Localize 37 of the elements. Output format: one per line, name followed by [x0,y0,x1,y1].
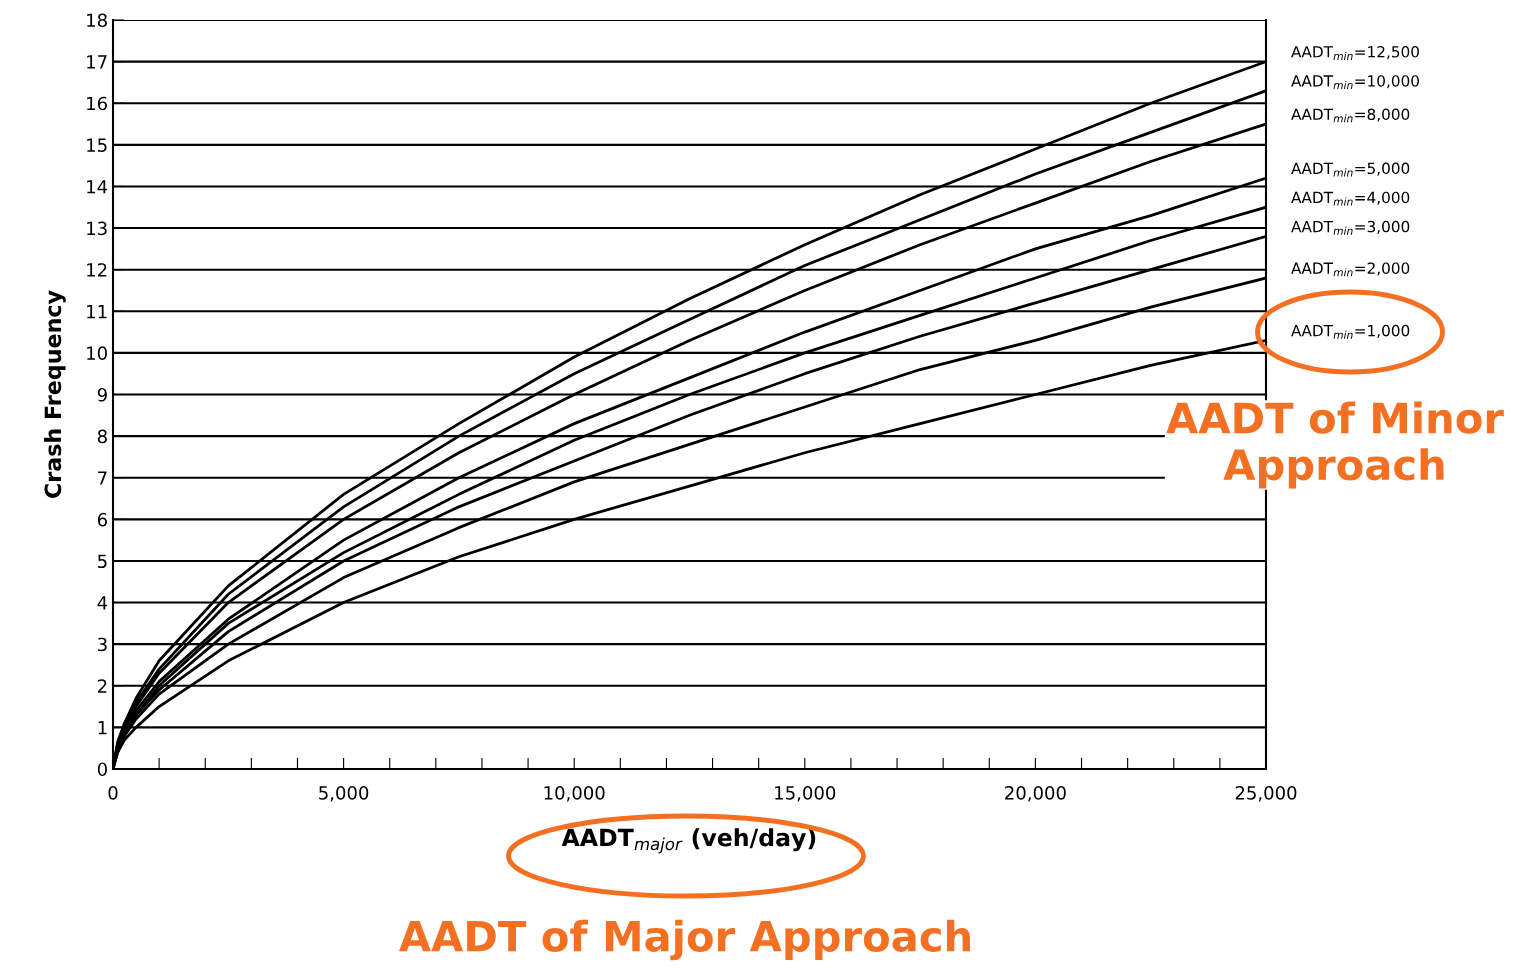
y-tick-label: 7 [98,471,107,485]
series-label: AADT$_{min}$=5,000 [1291,162,1410,177]
y-tick-label: 2 [97,679,107,693]
x-tick-label: 5,000 [319,785,369,802]
y-tick-label: 13 [87,221,107,236]
series-label: AADT$_{min}$=3,000 [1291,220,1410,235]
y-tick-label: 16 [87,96,107,111]
y-tick-label: 0 [97,762,107,777]
y-tick-label: 1 [98,721,107,735]
series-label: AADT$_{min}$=12,500 [1291,46,1419,60]
x-tick-label: 25,000 [1235,785,1297,802]
y-axis-title: Crash Frequency [44,290,66,498]
y-tick-label: 15 [87,138,107,152]
y-tick-label: 11 [87,304,107,319]
text: AADT of Major Approach [399,919,970,961]
series-label: AADT$_{min}$=8,000 [1291,108,1410,123]
y-tick-label: 12 [87,263,107,277]
y-tick-label: 5 [98,554,107,569]
annotation: AADT of Minor Approach [1166,401,1504,489]
series-label: AADT$_{min}$=4,000 [1291,191,1410,206]
x-tick-label: 0 [108,785,118,800]
y-tick-label: 9 [97,387,107,402]
series-label: AADT$_{min}$=2,000 [1291,262,1410,277]
x-axis-title: AADT$_{major}$ (veh/day) [561,828,816,854]
series-label: AADT$_{min}$=1,000 [1291,324,1410,339]
y-tick-label: 14 [87,180,108,194]
y-tick-label: 10 [87,346,107,361]
y-tick-label: 17 [87,55,107,69]
series-label: AADT$_{min}$=10,000 [1291,75,1419,90]
y-tick-label: 3 [98,637,107,652]
x-tick-label: 10,000 [544,785,605,802]
y-tick-label: 18 [87,13,107,28]
y-tick-label: 8 [97,429,107,444]
x-tick-label: 15,000 [775,785,836,802]
y-tick-label: 4 [97,596,108,610]
y-tick-label: 6 [97,512,107,527]
x-tick-label: 20,000 [1005,785,1066,802]
